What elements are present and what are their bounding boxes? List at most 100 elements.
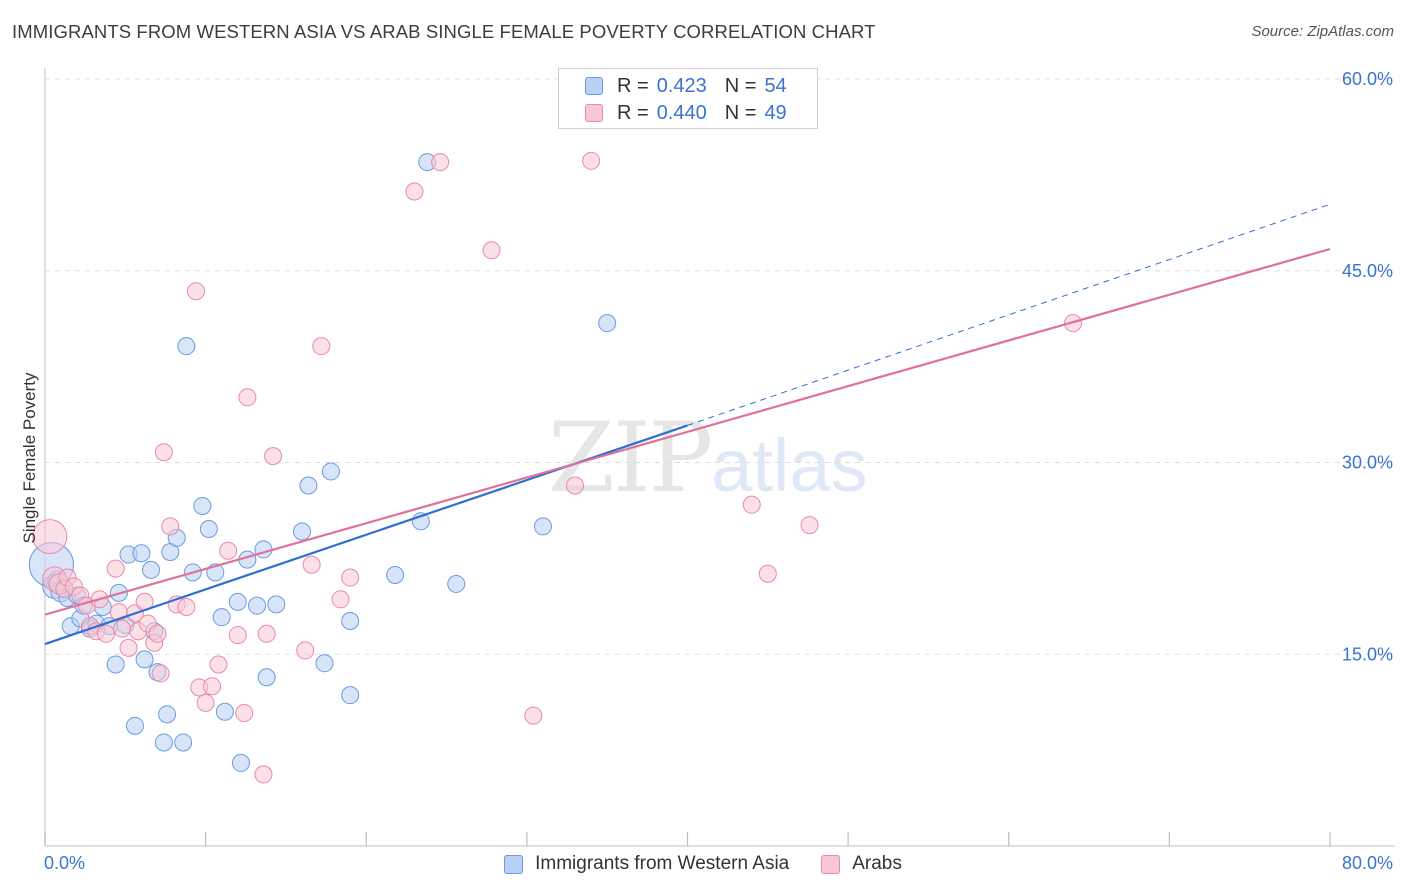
legend-r-label: R = <box>617 101 649 124</box>
legend-n-label: N = <box>724 101 757 124</box>
data-point <box>148 624 167 643</box>
data-point <box>482 241 501 260</box>
data-point <box>158 705 177 724</box>
data-point <box>228 626 247 645</box>
data-point <box>235 704 254 723</box>
data-point <box>533 517 552 536</box>
data-point <box>758 564 777 583</box>
data-point <box>257 624 276 643</box>
legend-swatch-pink <box>821 854 841 874</box>
data-point <box>106 655 125 674</box>
y-tick-label: 60.0% <box>1342 69 1393 89</box>
data-point <box>257 668 276 687</box>
axes <box>44 68 1395 847</box>
legend-swatch-pink <box>585 104 603 122</box>
data-points <box>28 151 1082 784</box>
data-point <box>119 638 138 657</box>
data-point <box>254 540 273 559</box>
source-label: Source: ZipAtlas.com <box>1251 23 1394 40</box>
data-point <box>315 654 334 673</box>
legend-swatch-blue <box>585 77 603 95</box>
data-point <box>341 612 360 631</box>
data-point <box>296 641 315 660</box>
data-point <box>447 574 466 593</box>
x-tick-label: 0.0% <box>44 853 85 873</box>
data-point <box>431 153 450 172</box>
correlation-legend: R = 0.423 N = 54 R = 0.440 N = 49 <box>558 68 818 129</box>
data-point <box>215 702 234 721</box>
data-point <box>312 337 331 356</box>
data-point <box>142 560 161 579</box>
data-point <box>196 693 215 712</box>
legend-r-value: 0.440 <box>656 101 707 124</box>
data-point <box>174 733 193 752</box>
data-point <box>742 495 761 514</box>
data-point <box>302 555 321 574</box>
data-point <box>219 541 238 560</box>
legend-swatch-blue <box>504 854 524 874</box>
data-point <box>151 664 170 683</box>
legend-label: Arabs <box>852 853 902 874</box>
legend-label: Immigrants from Western Asia <box>535 853 790 874</box>
data-point <box>154 443 173 462</box>
trend-lines <box>44 203 1331 646</box>
data-point <box>228 592 247 611</box>
watermark: ZIPatlas <box>548 402 868 514</box>
x-tick-label: 80.0% <box>1342 853 1393 873</box>
data-point <box>299 476 318 495</box>
series-legend: Immigrants from Western Asia Arabs <box>0 851 1406 877</box>
data-point <box>203 677 222 696</box>
data-point <box>524 706 543 725</box>
data-point <box>341 686 360 705</box>
data-point <box>113 619 132 638</box>
data-point <box>341 568 360 587</box>
legend-n-value: 54 <box>764 74 787 97</box>
data-point <box>97 624 116 643</box>
y-tick-label: 15.0% <box>1342 644 1393 664</box>
y-tick-label: 45.0% <box>1342 261 1393 281</box>
data-point <box>566 476 585 495</box>
legend-r-value: 0.423 <box>656 74 707 97</box>
data-point <box>231 753 250 772</box>
legend-r-label: R = <box>617 74 649 97</box>
legend-item-arabs[interactable]: Arabs <box>821 853 902 875</box>
data-point <box>125 716 144 735</box>
trend-line <box>44 247 1331 616</box>
data-point <box>800 516 819 535</box>
legend-row-arabs: R = 0.440 N = 49 <box>585 101 787 125</box>
data-point <box>212 608 231 627</box>
data-point <box>254 765 273 784</box>
legend-n-label: N = <box>724 74 757 97</box>
data-point <box>193 496 212 515</box>
legend-n-value: 49 <box>764 101 787 124</box>
watermark-zip: ZIP <box>548 402 713 514</box>
data-point <box>331 590 350 609</box>
data-point <box>199 519 218 538</box>
chart-title: IMMIGRANTS FROM WESTERN ASIA VS ARAB SIN… <box>12 21 876 42</box>
legend-item-immigrants[interactable]: Immigrants from Western Asia <box>504 853 789 875</box>
data-point <box>186 282 205 301</box>
data-point <box>106 559 125 578</box>
data-point <box>177 337 196 356</box>
data-point <box>598 314 617 333</box>
data-point <box>238 388 257 407</box>
data-point <box>209 655 228 674</box>
tick-labels: 15.0% 30.0% 45.0% 60.0% 0.0% 80.0% <box>44 69 1393 873</box>
data-point <box>32 519 68 555</box>
legend-row-immigrants: R = 0.423 N = 54 <box>585 74 787 98</box>
watermark-atlas: atlas <box>711 424 868 507</box>
data-point <box>293 522 311 541</box>
data-point <box>132 544 151 563</box>
data-point <box>582 151 601 170</box>
trend-line-extension <box>687 203 1331 426</box>
y-tick-label: 30.0% <box>1342 453 1393 473</box>
data-point <box>161 517 180 536</box>
data-point <box>264 447 283 466</box>
data-point <box>321 462 340 481</box>
data-point <box>267 595 286 614</box>
y-axis-label: Single Female Poverty <box>20 372 39 544</box>
data-point <box>135 650 154 669</box>
data-point <box>154 733 173 752</box>
data-point <box>405 182 424 201</box>
